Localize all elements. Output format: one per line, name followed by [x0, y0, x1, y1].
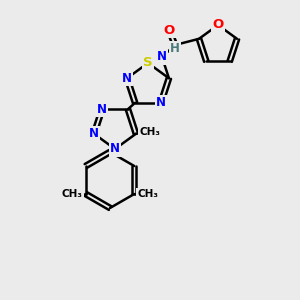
Text: N: N — [97, 103, 107, 116]
Text: CH₃: CH₃ — [138, 189, 159, 199]
Text: S: S — [143, 56, 153, 70]
Text: N: N — [122, 72, 132, 85]
Text: CH₃: CH₃ — [61, 189, 82, 199]
Text: H: H — [170, 43, 180, 56]
Text: N: N — [110, 142, 120, 155]
Text: CH₃: CH₃ — [140, 127, 160, 137]
Text: O: O — [164, 23, 175, 37]
Text: N: N — [89, 127, 99, 140]
Text: N: N — [157, 50, 167, 64]
Text: O: O — [212, 19, 224, 32]
Text: N: N — [156, 96, 166, 109]
